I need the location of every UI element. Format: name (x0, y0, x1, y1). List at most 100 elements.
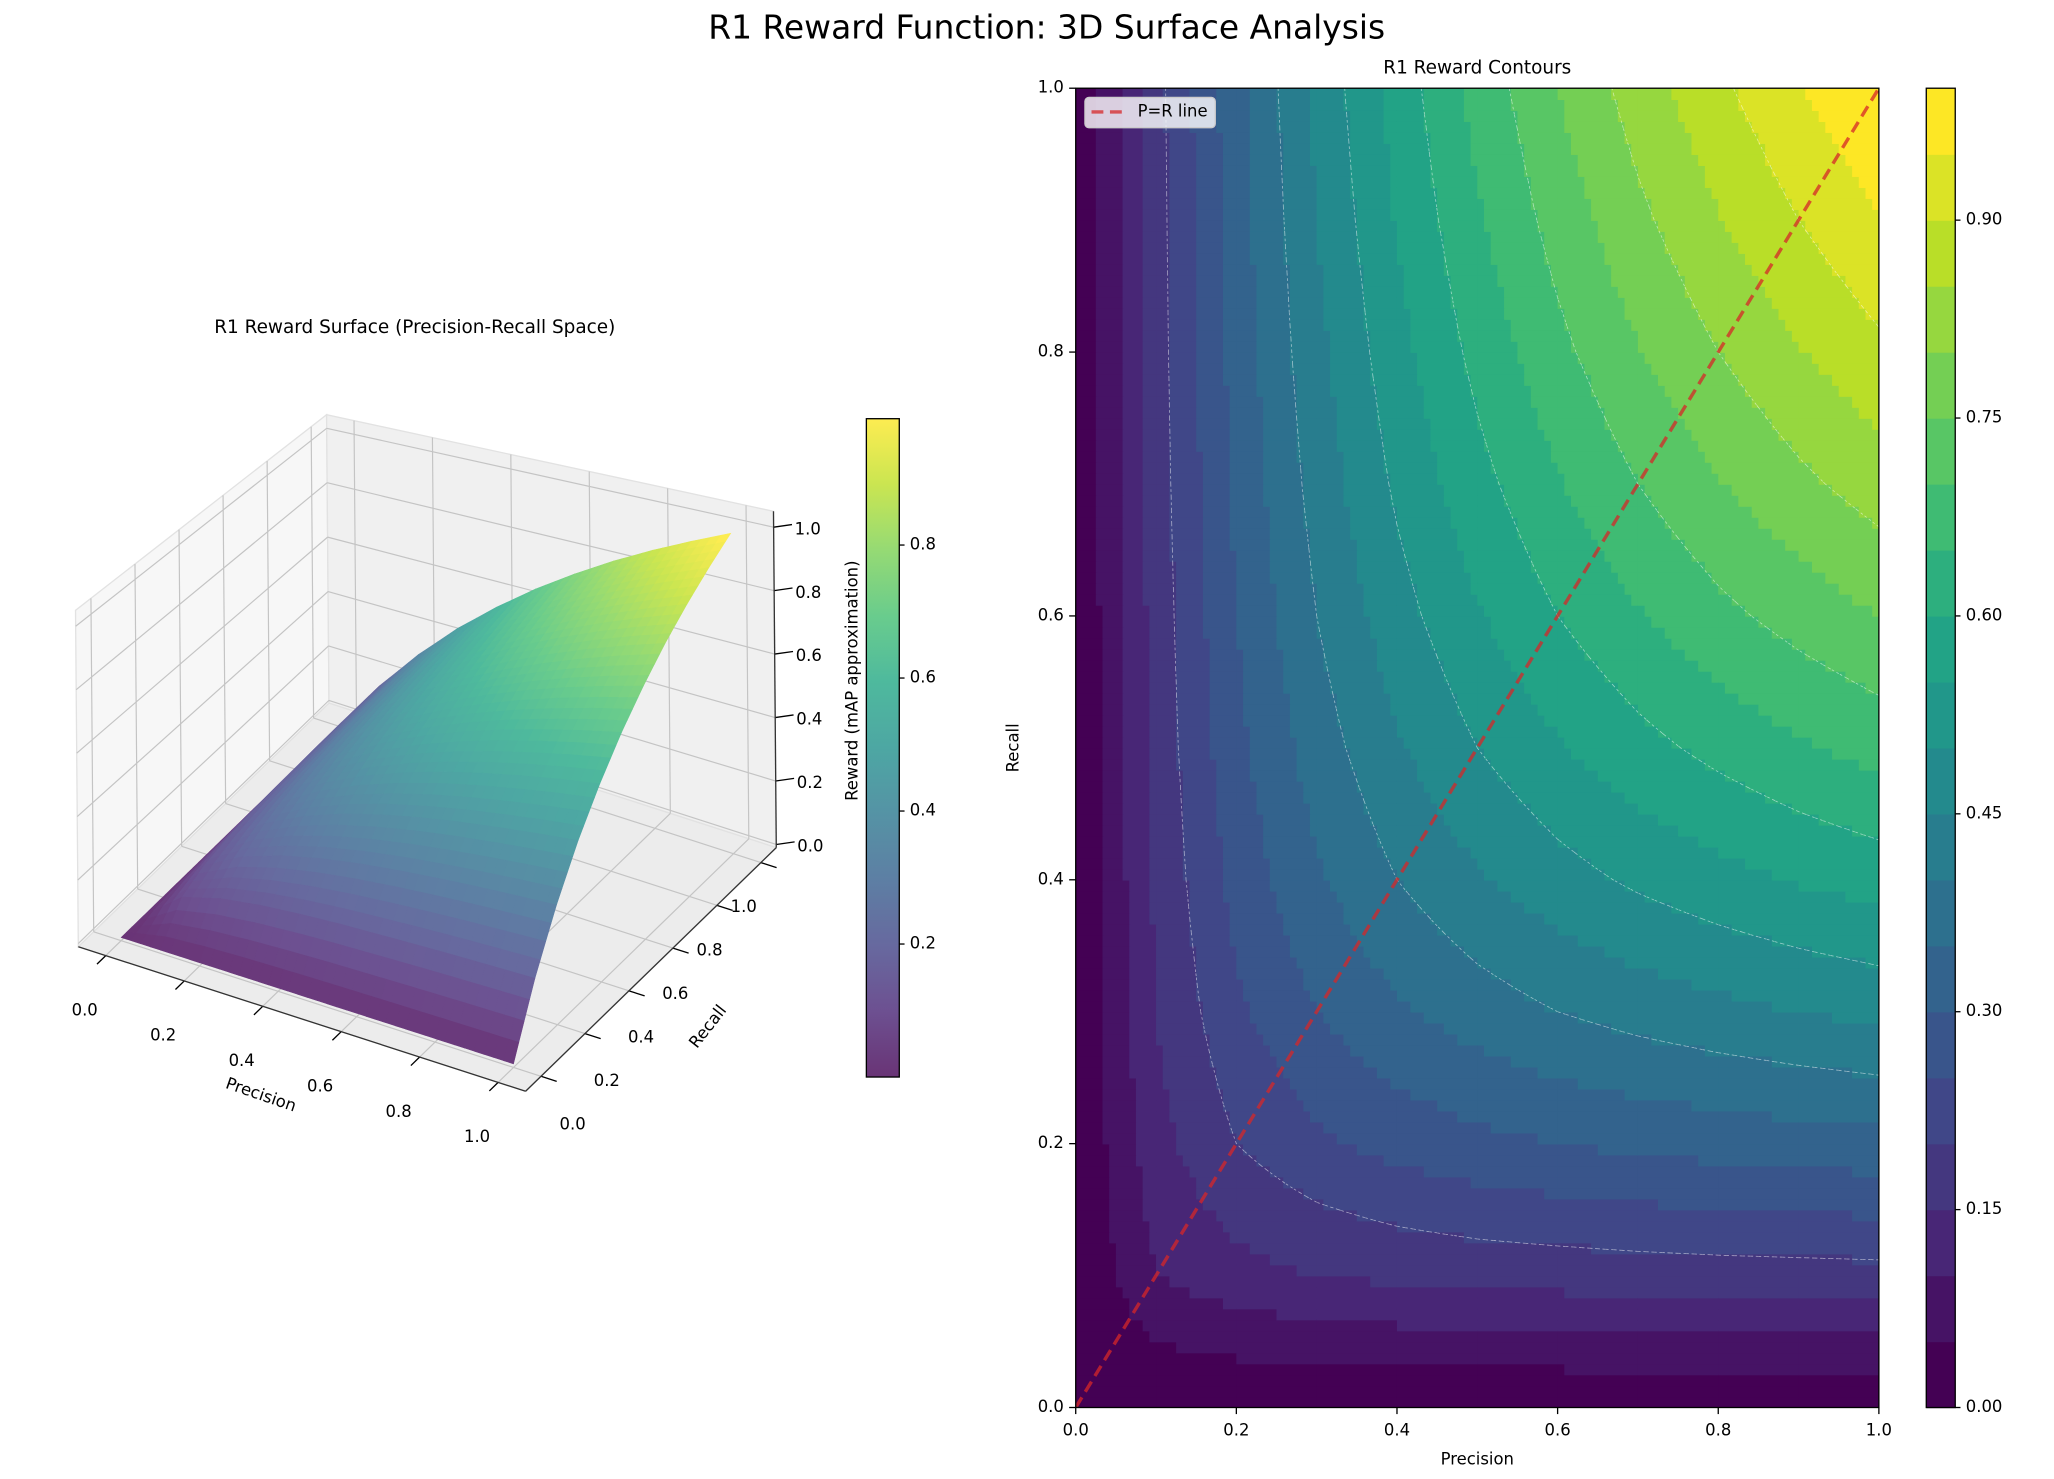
contour-band (1316, 934, 1358, 947)
contour-band (1396, 648, 1438, 661)
contour-band (1289, 703, 1318, 716)
contour-band (1156, 879, 1191, 892)
contour-band (1470, 725, 1479, 738)
contour-band (1196, 396, 1231, 408)
contour-band (1202, 604, 1238, 617)
contour-band (1350, 143, 1392, 155)
contour-band (1798, 648, 1807, 661)
contour-band (1075, 637, 1104, 650)
contour-band (1718, 901, 1800, 914)
contour-band (1396, 286, 1405, 298)
contour-band (1316, 1231, 1398, 1244)
contour-band (1798, 1132, 1879, 1145)
contour-band (1283, 659, 1318, 672)
contour-band (1316, 1352, 1398, 1365)
contour-band (1390, 978, 1398, 991)
contour-band (1316, 473, 1345, 485)
contour-band (1718, 1022, 1800, 1035)
contour-band (1798, 1297, 1879, 1310)
contour-band (1637, 132, 1693, 144)
contour-band (1396, 1000, 1412, 1013)
contour-band (1316, 374, 1331, 386)
contour-band (1396, 1385, 1479, 1398)
contour-band (1316, 308, 1325, 320)
contour-band (1236, 99, 1251, 111)
contour-band (1156, 956, 1197, 969)
contour-band (1196, 286, 1224, 298)
contour-band (1678, 110, 1720, 122)
contour-band (1316, 154, 1351, 166)
contour-band (1222, 1088, 1238, 1101)
contour-band (1156, 220, 1171, 232)
contour-band (1637, 1275, 1720, 1288)
contour-band (1236, 1231, 1318, 1244)
contour-band (1249, 88, 1278, 101)
contour-band (1216, 824, 1238, 837)
contour-band (1156, 1121, 1177, 1134)
contour-band (1229, 538, 1238, 551)
contour-band (1309, 527, 1318, 540)
contour-band (1182, 813, 1218, 826)
contour-band (1316, 1330, 1398, 1343)
contour-band (1651, 209, 1720, 221)
contour-band (1557, 429, 1612, 441)
contour-band (1443, 813, 1479, 826)
contour-band (1798, 1396, 1879, 1408)
contour-band (1176, 615, 1204, 628)
contour-band (1316, 857, 1325, 870)
contour-band (1396, 846, 1472, 859)
contour-band (1443, 494, 1479, 507)
contour-band (1396, 209, 1438, 221)
contour-band (1396, 1011, 1425, 1024)
contour-band (1196, 319, 1224, 331)
contour-band (1718, 516, 1760, 529)
contour-band (1156, 989, 1197, 1002)
contour-band (1544, 582, 1559, 595)
contour-band (1798, 1110, 1879, 1123)
colorbar-tick-label: 0.60 (1966, 605, 2003, 624)
contour-band (1236, 165, 1251, 177)
contour-band (1109, 1220, 1151, 1233)
contour-band (1477, 1231, 1559, 1244)
contour-band (1437, 473, 1479, 485)
contour-band (1738, 374, 1800, 386)
contour-band (1798, 604, 1873, 617)
contour-band (1122, 176, 1144, 188)
contour-band (1383, 110, 1398, 122)
contour-band (1296, 396, 1318, 408)
contour-band (1075, 1077, 1104, 1090)
contour-band (1075, 319, 1097, 331)
contour-band (1731, 484, 1800, 496)
contour-band (1791, 637, 1800, 650)
contour-band (1156, 758, 1177, 771)
contour-band (1390, 703, 1398, 716)
contour-band (1463, 560, 1479, 573)
contour-band (1865, 681, 1879, 694)
contour-band (1142, 1176, 1157, 1189)
contour-band (1289, 275, 1318, 287)
contour-band (1129, 923, 1157, 936)
contour-band (1249, 1242, 1318, 1255)
contour-band (1637, 890, 1646, 903)
contour-band (1075, 176, 1097, 188)
contour-band (1852, 1066, 1879, 1079)
contour-band (1343, 901, 1398, 914)
contour-band (1182, 1154, 1238, 1167)
contour-band (1390, 473, 1398, 485)
contour-band (1477, 110, 1519, 122)
contour-band (1557, 198, 1592, 210)
contour-band (1156, 516, 1171, 529)
contour-band (1075, 1286, 1124, 1299)
contour-band (1142, 451, 1157, 463)
contour-band (1557, 451, 1626, 463)
contour-band (1765, 143, 1800, 155)
contour-band (1122, 363, 1144, 375)
contour-band (1443, 264, 1479, 276)
contour-band (1222, 231, 1238, 243)
contour-band (1477, 659, 1512, 672)
colorbar-tick-label: 0.00 (1966, 1397, 2003, 1416)
contour-band (1718, 308, 1780, 320)
contour-band (1537, 1132, 1559, 1145)
contour-band (1249, 1011, 1318, 1024)
contour-band (1798, 176, 1860, 188)
